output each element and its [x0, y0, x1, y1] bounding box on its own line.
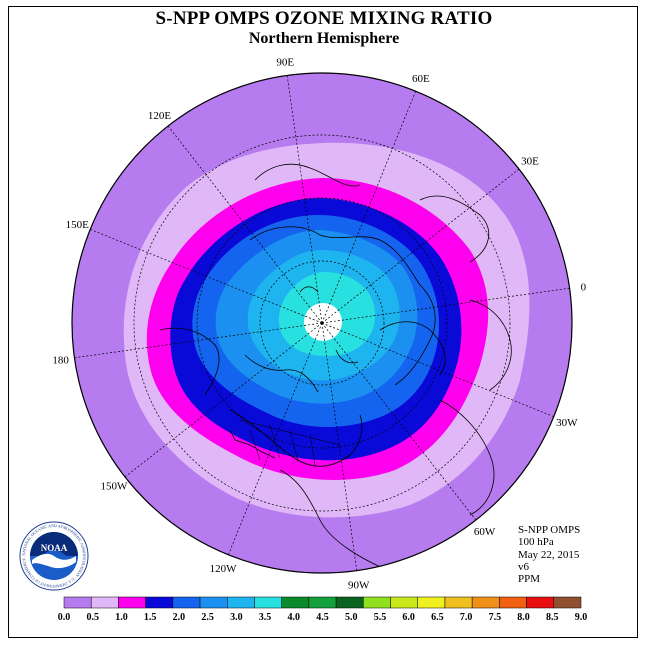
meridian-line	[90, 229, 323, 324]
meridian-line	[124, 322, 323, 478]
longitude-label: 120E	[148, 110, 172, 122]
info-instrument: S-NPP OMPS	[518, 524, 581, 536]
map-boundary	[71, 72, 573, 574]
noaa-logo: NOAA NATIONAL OCEANIC AND ATMOSPHERIC AD…	[19, 521, 89, 591]
map-title: S-NPP OMPS OZONE MIXING RATIO	[155, 8, 493, 29]
meridian-line	[286, 75, 323, 324]
meridian-line	[321, 322, 358, 571]
meridian-line	[228, 322, 323, 555]
info-block: S-NPP OMPS 100 hPa May 22, 2015 v6 PPM	[518, 524, 580, 585]
longitude-label: 90E	[276, 57, 294, 69]
map-subtitle: Northern Hemisphere	[248, 30, 400, 47]
longitude-labels: 90E 60E 30E 0 30W 60W 90W 120W 150W 180 150E 120E	[52, 57, 586, 592]
meridian-line	[74, 322, 323, 359]
info-version: v6	[518, 560, 529, 573]
longitude-label: 0	[581, 281, 587, 293]
meridian-line	[321, 168, 520, 324]
longitude-label: 150W	[101, 481, 129, 493]
meridian-line	[321, 322, 477, 521]
info-level: 100 hPa	[518, 536, 554, 549]
longitude-label: 60E	[412, 73, 430, 85]
latitude-circle	[196, 197, 448, 449]
latitude-circle	[133, 134, 511, 512]
meridian-line	[321, 287, 570, 324]
longitude-label: 120W	[210, 563, 238, 575]
info-date: May 22, 2015	[518, 548, 580, 561]
info-units: PPM	[518, 573, 541, 586]
state-borders	[239, 419, 341, 466]
longitude-label: 180	[52, 355, 69, 367]
latitude-circle	[259, 260, 385, 386]
longitude-label: 30W	[556, 417, 578, 429]
coastlines	[159, 163, 512, 573]
longitude-label: 30E	[521, 155, 539, 167]
longitude-label: 150E	[66, 219, 90, 231]
longitude-label: 90W	[348, 579, 370, 591]
meridian-line	[321, 91, 416, 324]
meridian-line	[321, 322, 554, 417]
graticule	[74, 75, 570, 571]
longitude-label: 60W	[474, 526, 496, 538]
meridian-line	[167, 125, 323, 324]
logo-text: NOAA	[41, 543, 68, 553]
